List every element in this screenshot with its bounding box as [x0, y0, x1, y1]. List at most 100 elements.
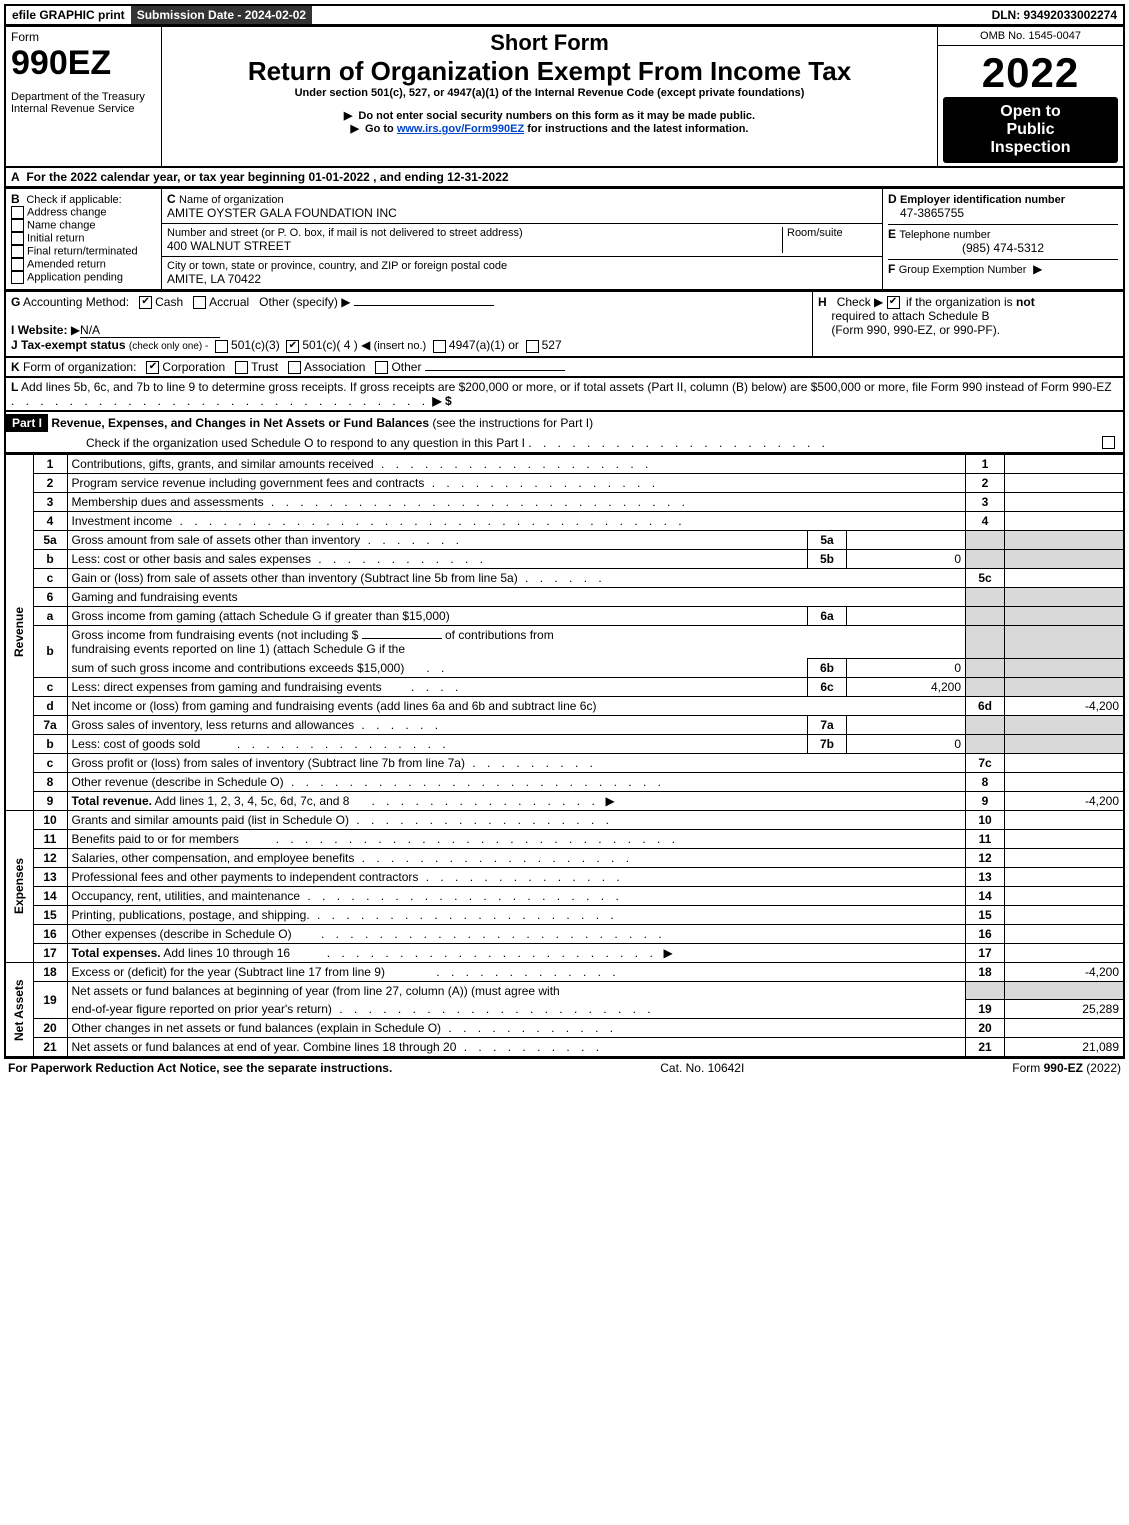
other-label: Other (specify)	[259, 295, 338, 309]
line-21: Net assets or fund balances at end of ye…	[72, 1040, 457, 1054]
insert-no: (insert no.)	[374, 340, 427, 352]
amt-7a	[847, 715, 966, 734]
row-num: 13	[33, 867, 67, 886]
cb-501c[interactable]: ✔	[286, 340, 299, 353]
row-num: d	[33, 696, 67, 715]
cb-501c3[interactable]	[215, 340, 228, 353]
shaded-cell	[1005, 606, 1125, 625]
row-num: 7a	[33, 715, 67, 734]
shaded-cell	[1005, 658, 1125, 677]
amt-7c	[1005, 753, 1125, 772]
j-hint: (check only one) -	[129, 341, 208, 352]
line-9: Add lines 1, 2, 3, 4, 5c, 6d, 7c, and 8	[152, 794, 349, 808]
irs-link[interactable]: www.irs.gov/Form990EZ	[397, 123, 524, 135]
cb-527[interactable]	[526, 340, 539, 353]
cb-amended-return[interactable]: Amended return	[27, 258, 106, 270]
cb-initial-return[interactable]: Initial return	[27, 232, 84, 244]
org-name: AMITE OYSTER GALA FOUNDATION INC	[167, 206, 397, 220]
cb-other-org[interactable]	[375, 361, 388, 374]
amt-11	[1005, 829, 1125, 848]
shaded-cell	[966, 677, 1005, 696]
line-1: Contributions, gifts, grants, and simila…	[72, 457, 374, 471]
amt-21: 21,089	[1005, 1038, 1125, 1058]
box-num: 19	[966, 1000, 1005, 1019]
other-org-input[interactable]	[425, 370, 565, 371]
line-10: Grants and similar amounts paid (list in…	[72, 813, 349, 827]
opt-assoc: Association	[304, 360, 365, 374]
section-k: K Form of organization: ✔Corporation Tru…	[4, 358, 1125, 378]
box-num: 15	[966, 905, 1005, 924]
shaded-cell	[1005, 981, 1125, 1000]
cb-schedule-b[interactable]: ✔	[887, 296, 900, 309]
row-num: b	[33, 625, 67, 677]
open3: Inspection	[947, 139, 1114, 157]
submission-date-button[interactable]: Submission Date - 2024-02-02	[131, 6, 312, 24]
line-14: Occupancy, rent, utilities, and maintena…	[72, 889, 301, 903]
contrib-amount-input[interactable]	[362, 638, 442, 639]
footer-right-post: (2022)	[1083, 1061, 1121, 1075]
other-specify-input[interactable]	[354, 305, 494, 306]
cb-trust[interactable]	[235, 361, 248, 374]
box-num: 6d	[966, 696, 1005, 715]
f-label: Group Exemption Number	[899, 264, 1027, 276]
shaded-cell	[966, 530, 1005, 549]
shaded-cell	[1005, 715, 1125, 734]
row-num: a	[33, 606, 67, 625]
arrow-icon: ▶	[1033, 262, 1042, 276]
line-7b: Less: cost of goods sold	[72, 737, 201, 751]
arrow-icon	[344, 110, 355, 122]
row-num: 10	[33, 810, 67, 829]
box-num: 7b	[808, 734, 847, 753]
line-13: Professional fees and other payments to …	[72, 870, 419, 884]
section-l: L Add lines 5b, 6c, and 7b to line 9 to …	[4, 378, 1125, 412]
amt-4	[1005, 511, 1125, 530]
amt-5a	[847, 530, 966, 549]
form-subtitle: Under section 501(c), 527, or 4947(a)(1)…	[167, 87, 932, 99]
efile-label[interactable]: efile GRAPHIC print	[6, 6, 131, 24]
line-3: Membership dues and assessments	[72, 495, 264, 509]
cb-corporation[interactable]: ✔	[146, 361, 159, 374]
line-12: Salaries, other compensation, and employ…	[72, 851, 355, 865]
amt-10	[1005, 810, 1125, 829]
amt-7b: 0	[847, 734, 966, 753]
shaded-cell	[966, 587, 1005, 606]
cb-final-return[interactable]: Final return/terminated	[27, 245, 138, 257]
shaded-cell	[1005, 677, 1125, 696]
h-not: not	[1016, 295, 1035, 309]
revenue-sidebar: Revenue	[5, 454, 33, 810]
cb-application-pending[interactable]: Application pending	[27, 271, 123, 283]
amt-6c: 4,200	[847, 677, 966, 696]
cb-schedule-o[interactable]	[1102, 436, 1115, 449]
netassets-sidebar: Net Assets	[5, 962, 33, 1057]
cb-address-change[interactable]: Address change	[27, 206, 107, 218]
l-tail: ▶ $	[432, 394, 451, 408]
box-num: 7a	[808, 715, 847, 734]
amt-16	[1005, 924, 1125, 943]
section-a: A For the 2022 calendar year, or tax yea…	[4, 168, 1125, 188]
row-num: 4	[33, 511, 67, 530]
page-footer: For Paperwork Reduction Act Notice, see …	[4, 1058, 1125, 1077]
cb-4947[interactable]	[433, 340, 446, 353]
line-2: Program service revenue including govern…	[72, 476, 425, 490]
footer-right-pre: Form	[1012, 1061, 1043, 1075]
line-16: Other expenses (describe in Schedule O)	[72, 927, 292, 941]
shaded-cell	[1005, 549, 1125, 568]
omb-number: OMB No. 1545-0047	[938, 27, 1125, 46]
org-info-block: B Check if applicable: Address change Na…	[4, 188, 1125, 291]
website-value: N/A	[80, 323, 220, 338]
line-4: Investment income	[72, 514, 173, 528]
row-num: 8	[33, 772, 67, 791]
line-6b-p1: of contributions from	[445, 628, 554, 642]
accrual-label: Accrual	[209, 295, 249, 309]
shaded-cell	[966, 981, 1005, 1000]
opt-other: Other	[391, 360, 421, 374]
cb-association[interactable]	[288, 361, 301, 374]
box-num: 6a	[808, 606, 847, 625]
cb-cash[interactable]: ✔	[139, 296, 152, 309]
i-label: Website:	[18, 323, 68, 337]
line-6b-p3: sum of such gross income and contributio…	[72, 661, 405, 675]
cb-name-change[interactable]: Name change	[27, 219, 96, 231]
room-label: Room/suite	[782, 227, 877, 253]
cb-accrual[interactable]	[193, 296, 206, 309]
amt-12	[1005, 848, 1125, 867]
